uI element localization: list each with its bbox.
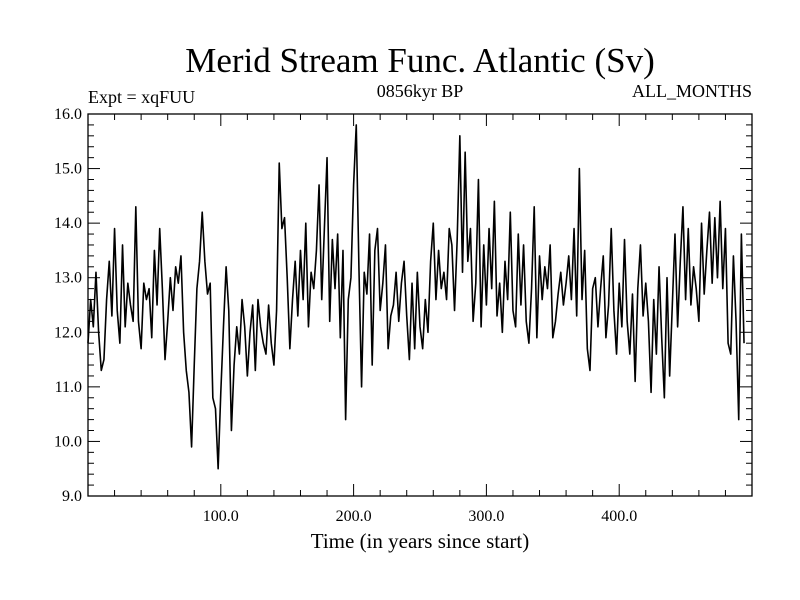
- x-axis-label: Time (in years since start): [311, 529, 530, 553]
- y-tick-label: 12.0: [54, 324, 82, 341]
- chart-title: Merid Stream Func. Atlantic (Sv): [185, 41, 655, 80]
- plot-frame: [87, 113, 753, 497]
- y-tick-label: 11.0: [55, 379, 82, 396]
- y-tick-label: 14.0: [54, 215, 82, 232]
- y-tick-label: 16.0: [54, 106, 82, 123]
- y-tick-label: 9.0: [62, 488, 82, 505]
- x-tick-label: 200.0: [336, 508, 372, 525]
- y-tick-label: 13.0: [54, 270, 82, 287]
- y-tick-label: 15.0: [54, 161, 82, 178]
- months-label: ALL_MONTHS: [632, 81, 752, 101]
- experiment-label: Expt = xqFUU: [88, 87, 195, 107]
- data-series-line: [87, 124, 745, 470]
- axis-ticks: 9.0 10.0 11.0 12.0 13.0 14.0 15.0 16.0 100.0 200.…: [54, 106, 752, 525]
- x-tick-label: 400.0: [601, 508, 637, 525]
- y-tick-label: 10.0: [54, 433, 82, 450]
- period-label: 0856kyr BP: [377, 81, 464, 101]
- x-tick-label: 100.0: [203, 508, 239, 525]
- x-tick-label: 300.0: [468, 508, 504, 525]
